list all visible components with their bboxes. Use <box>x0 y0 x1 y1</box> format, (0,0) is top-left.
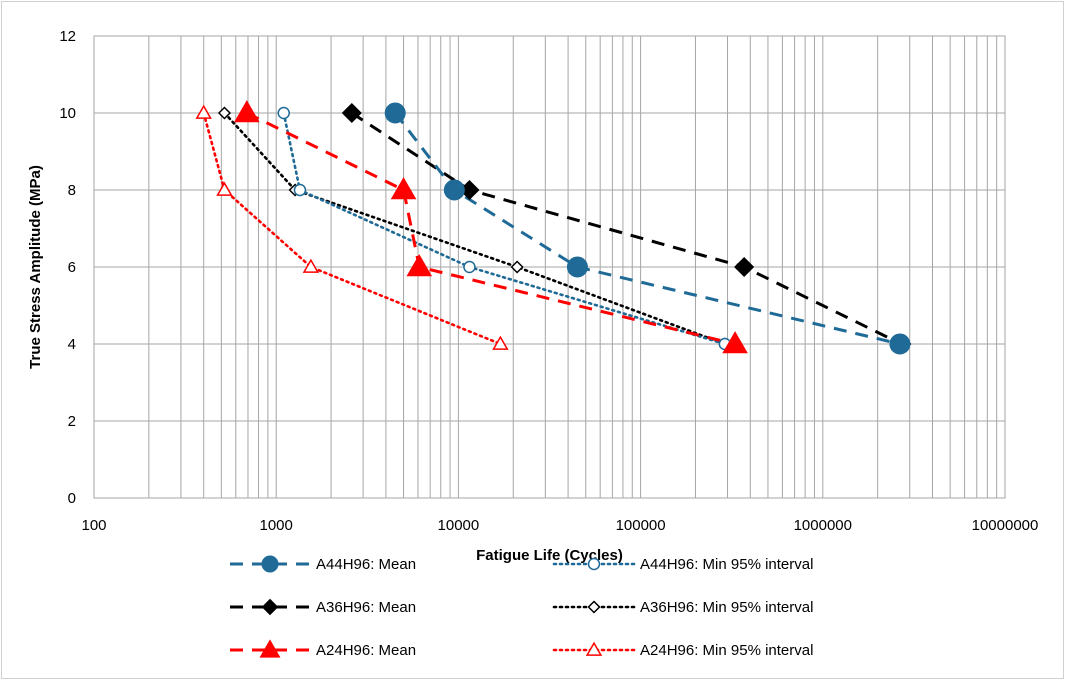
y-tick-label: 10 <box>59 105 76 122</box>
y-tick-label: 8 <box>68 182 76 199</box>
legend-item: A44H96: Mean <box>230 555 416 573</box>
marker-filled-triangle <box>259 639 281 658</box>
marker-filled-circle <box>261 555 279 573</box>
series-line-2 <box>350 111 903 346</box>
legend-label: A36H96: Min 95% interval <box>640 599 813 616</box>
y-tick-label: 4 <box>68 336 76 353</box>
y-tick-label: 2 <box>68 413 76 430</box>
legend-label: A36H96: Mean <box>316 599 416 616</box>
marker-open-triangle <box>195 104 212 119</box>
x-tick-label: 100 <box>81 517 106 534</box>
legend-item: A24H96: Min 95% interval <box>552 641 813 659</box>
legend-label: A44H96: Mean <box>316 556 416 573</box>
marker-open-circle <box>293 183 307 197</box>
marker-filled-circle <box>889 333 911 355</box>
legend-label: A24H96: Min 95% interval <box>640 642 813 659</box>
x-tick-label: 1000 <box>260 517 293 534</box>
series-line-0 <box>394 112 901 346</box>
marker-filled-circle <box>566 256 588 278</box>
legend-item: A24H96: Mean <box>230 639 416 659</box>
marker-open-circle <box>277 106 290 120</box>
legend-item: A36H96: Min 95% interval <box>552 599 813 616</box>
x-tick-label: 10000000 <box>972 517 1039 534</box>
marker-filled-diamond <box>734 256 755 278</box>
y-axis-title: True Stress Amplitude (MPa) <box>27 165 44 369</box>
legend-item: A36H96: Mean <box>230 598 416 616</box>
legend-label: A44H96: Min 95% interval <box>640 556 813 573</box>
marker-filled-diamond <box>341 102 362 124</box>
marker-open-circle <box>463 260 476 274</box>
marker-filled-triangle <box>722 331 748 354</box>
marker-open-diamond <box>217 106 232 120</box>
y-tick-label: 6 <box>68 259 76 276</box>
y-tick-label: 12 <box>59 28 76 45</box>
series-line-5 <box>202 111 502 346</box>
marker-filled-triangle <box>406 254 433 277</box>
marker-open-triangle <box>302 258 320 273</box>
marker-filled-triangle <box>390 177 417 200</box>
series-line-1 <box>282 111 727 346</box>
marker-filled-diamond <box>261 598 279 616</box>
marker-open-triangle <box>492 335 509 350</box>
legend-item: A44H96: Min 95% interval <box>552 556 813 573</box>
series-lines <box>202 111 903 346</box>
tick-labels: 100 1000 10000 100000 1000000 10000000 0 2 4 6 8 10… <box>59 28 1038 534</box>
marker-open-diamond <box>587 600 601 614</box>
marker-open-triangle <box>216 181 233 196</box>
x-tick-label: 1000000 <box>794 517 852 534</box>
legend-label: A24H96: Mean <box>316 642 416 659</box>
x-tick-label: 100000 <box>616 517 666 534</box>
series-markers <box>195 100 912 355</box>
marker-filled-circle <box>443 179 465 201</box>
grid-lines <box>93 35 1006 499</box>
y-tick-label: 0 <box>68 490 76 507</box>
marker-open-circle <box>587 557 601 571</box>
marker-filled-circle <box>384 102 406 124</box>
series-line-3 <box>223 111 727 346</box>
legend: A44H96: Mean A44H96: Min 95% interval A36H… <box>230 555 813 659</box>
marker-open-triangle <box>585 641 603 656</box>
x-tick-label: 10000 <box>438 517 480 534</box>
marker-open-diamond <box>510 260 524 274</box>
marker-filled-triangle <box>234 100 260 123</box>
x-axis-title: Fatigue Life (Cycles) <box>476 547 623 564</box>
